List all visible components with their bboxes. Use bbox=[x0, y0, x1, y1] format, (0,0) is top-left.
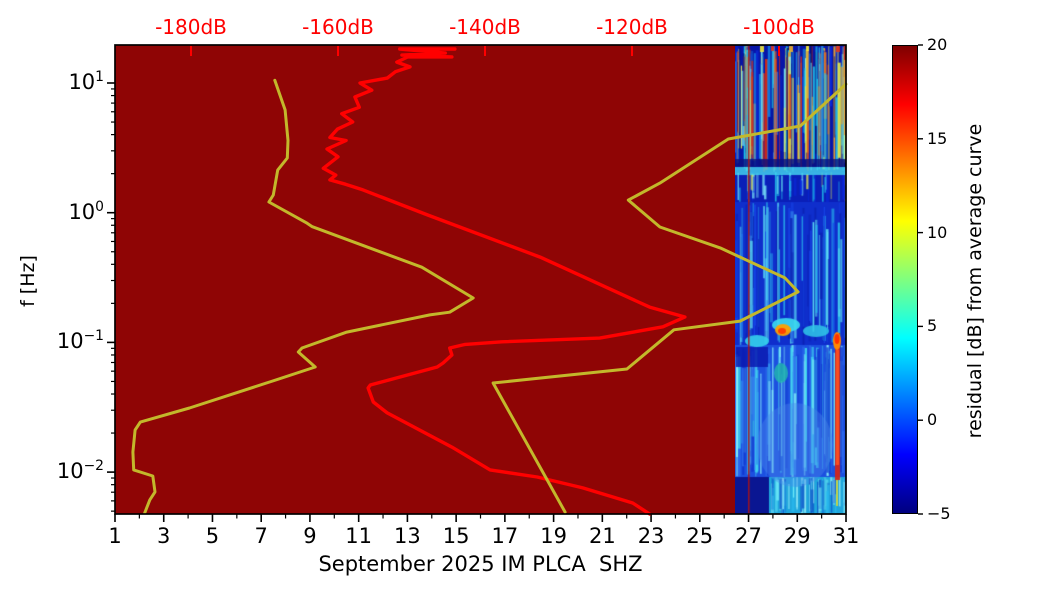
x-tick-label: 23 bbox=[637, 524, 665, 548]
y-tick-label: 10−1 bbox=[56, 328, 104, 354]
colorbar-tick-label: 0 bbox=[927, 410, 938, 430]
colorbar-label: residual [dB] from average curve bbox=[964, 123, 986, 439]
y-tick-label: 100 bbox=[68, 198, 104, 224]
x-tick-label: 15 bbox=[442, 524, 470, 548]
colorbar-tick-label: 10 bbox=[927, 222, 948, 242]
colorbar-tick-label: 15 bbox=[927, 128, 948, 148]
x-tick-label: 7 bbox=[254, 524, 268, 548]
y-tick-label: 101 bbox=[68, 69, 104, 94]
spectrogram-image bbox=[735, 45, 846, 514]
top-tick-label: -100dB bbox=[743, 15, 815, 39]
x-tick-label: 5 bbox=[205, 524, 220, 548]
x-tick-label: 29 bbox=[783, 524, 811, 548]
x-tick-label: 3 bbox=[157, 524, 171, 548]
x-tick-label: 11 bbox=[345, 524, 373, 548]
top-tick-label: -120dB bbox=[596, 15, 668, 39]
x-tick-label: 17 bbox=[491, 524, 519, 548]
x-axis-title: September 2025 IM PLCA SHZ bbox=[318, 552, 643, 576]
x-tick-label: 27 bbox=[735, 524, 762, 548]
x-tick-label: 13 bbox=[394, 524, 421, 548]
x-tick-label: 19 bbox=[540, 524, 567, 548]
colorbar-tick-label: −5 bbox=[927, 504, 951, 523]
top-tick-label: -180dB bbox=[155, 15, 227, 39]
y-axis-title: f [Hz] bbox=[17, 255, 39, 307]
colorbar-tick-label: 20 bbox=[927, 35, 948, 54]
y-tick-label: 10−2 bbox=[56, 458, 104, 484]
colorbar-gradient bbox=[892, 45, 918, 514]
top-tick-label: -160dB bbox=[302, 15, 374, 39]
x-tick-label: 21 bbox=[588, 524, 616, 548]
x-tick-label: 1 bbox=[108, 524, 122, 548]
x-tick-label: 31 bbox=[832, 524, 860, 548]
colorbar-tick-label: 5 bbox=[927, 316, 938, 336]
plot-area bbox=[115, 45, 846, 514]
top-tick-label: -140dB bbox=[449, 15, 521, 39]
x-tick-label: 25 bbox=[686, 524, 714, 548]
x-tick-label: 9 bbox=[303, 524, 317, 548]
